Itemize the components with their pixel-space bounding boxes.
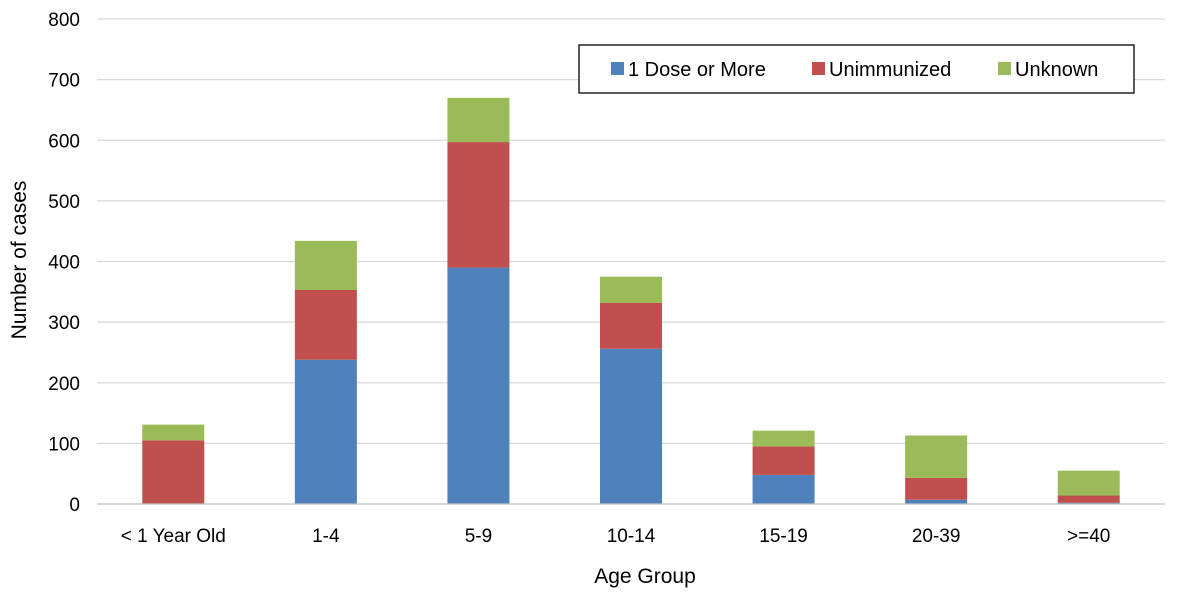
- y-tick-label: 300: [48, 313, 80, 334]
- axes: 0 100 200 300 400 500 600 700 800 < 1 Year Old 1-4…: [48, 10, 1165, 547]
- bar-segment-1-dose-or-more: [600, 348, 662, 504]
- bar-segment-unimmunized: [600, 302, 662, 349]
- bar-segment-unknown: [142, 424, 205, 441]
- bar-segment-1-dose-or-more: [1057, 502, 1120, 504]
- y-tick-label: 700: [48, 71, 80, 92]
- legend-swatch: [812, 62, 825, 75]
- x-tick-label: 15-19: [759, 526, 808, 547]
- x-tick-label: 5-9: [465, 526, 492, 547]
- bar-segment-unknown: [905, 435, 968, 478]
- x-tick-label: 20-39: [912, 526, 961, 547]
- legend-swatch: [611, 62, 624, 75]
- bar-segment-1-dose-or-more: [905, 499, 968, 504]
- x-tick-label: 1-4: [312, 526, 340, 547]
- y-tick-label: 100: [48, 434, 80, 455]
- y-axis-title: Number of cases: [8, 181, 31, 340]
- bar-segment-unimmunized: [142, 440, 205, 504]
- y-tick-label: 400: [48, 253, 80, 274]
- y-tick-label: 600: [48, 131, 80, 152]
- bar-segment-unknown: [294, 240, 357, 290]
- legend-box: [578, 44, 1135, 94]
- bar-segment-1-dose-or-more: [447, 267, 510, 504]
- bar-segment-unknown: [752, 430, 815, 447]
- legend-label: Unimmunized: [829, 59, 951, 81]
- bar-segment-unimmunized: [905, 477, 968, 500]
- x-tick-label: >=40: [1067, 526, 1110, 547]
- x-tick-label: < 1 Year Old: [121, 526, 226, 547]
- y-tick-label: 0: [69, 495, 80, 516]
- x-axis-title: Age Group: [594, 565, 696, 588]
- bar-segment-unimmunized: [1057, 495, 1120, 503]
- y-tick-label: 200: [48, 374, 80, 395]
- legend-swatch: [998, 62, 1011, 75]
- x-tick-label: 10-14: [607, 526, 656, 547]
- bar-segment-1-dose-or-more: [294, 359, 357, 504]
- bar-segment-unknown: [1057, 470, 1120, 496]
- y-tick-label: 500: [48, 192, 80, 213]
- legend: 1 Dose or More Unimmunized Unknown: [578, 44, 1135, 94]
- bar-segment-unimmunized: [752, 446, 815, 475]
- bar-segment-unknown: [600, 276, 662, 303]
- bar-segment-1-dose-or-more: [752, 474, 815, 504]
- legend-label: Unknown: [1015, 59, 1098, 81]
- y-tick-label: 800: [48, 10, 80, 31]
- bar-segment-unimmunized: [294, 289, 357, 360]
- bar-segment-unimmunized: [447, 142, 510, 268]
- bars: [142, 97, 1120, 504]
- bar-segment-unknown: [447, 97, 510, 143]
- legend-label: 1 Dose or More: [628, 59, 766, 81]
